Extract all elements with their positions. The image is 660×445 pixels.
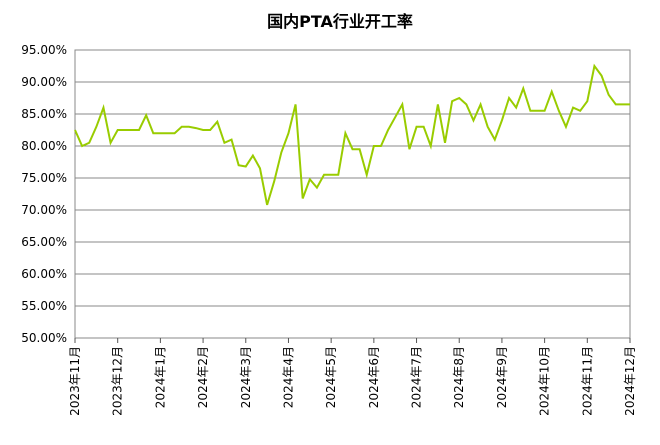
x-tick-label: 2024年7月 bbox=[410, 346, 424, 408]
x-tick-label: 2024年6月 bbox=[367, 346, 381, 408]
data-line bbox=[74, 63, 630, 206]
x-tick-label: 2024年11月 bbox=[580, 346, 594, 416]
chart-title: 国内PTA行业开工率 bbox=[267, 12, 413, 31]
y-tick-label: 80.00% bbox=[21, 139, 67, 153]
x-tick-label: 2024年12月 bbox=[623, 346, 637, 416]
x-tick-label: 2024年8月 bbox=[452, 346, 466, 408]
y-tick-label: 70.00% bbox=[21, 203, 67, 217]
x-tick-label: 2024年3月 bbox=[239, 346, 253, 408]
x-tick-label: 2023年12月 bbox=[111, 346, 125, 416]
plot-border bbox=[74, 49, 631, 339]
y-tick-label: 50.00% bbox=[21, 331, 67, 345]
y-tick-label: 75.00% bbox=[21, 171, 67, 185]
x-tick-label: 2024年2月 bbox=[196, 346, 210, 408]
y-tick-label: 65.00% bbox=[21, 235, 67, 249]
x-tick-label: 2024年9月 bbox=[495, 346, 509, 408]
x-tick-label: 2024年1月 bbox=[153, 346, 167, 408]
x-tick-label: 2024年5月 bbox=[324, 346, 338, 408]
x-tick-label: 2024年4月 bbox=[281, 346, 295, 408]
y-tick-label: 90.00% bbox=[21, 75, 67, 89]
y-tick-label: 85.00% bbox=[21, 107, 67, 121]
y-tick-label: 60.00% bbox=[21, 267, 67, 281]
y-tick-label: 55.00% bbox=[21, 299, 67, 313]
x-tick-label: 2023年11月 bbox=[68, 346, 82, 416]
x-tick-label: 2024年10月 bbox=[538, 346, 552, 416]
y-tick-label: 95.00% bbox=[21, 43, 67, 57]
